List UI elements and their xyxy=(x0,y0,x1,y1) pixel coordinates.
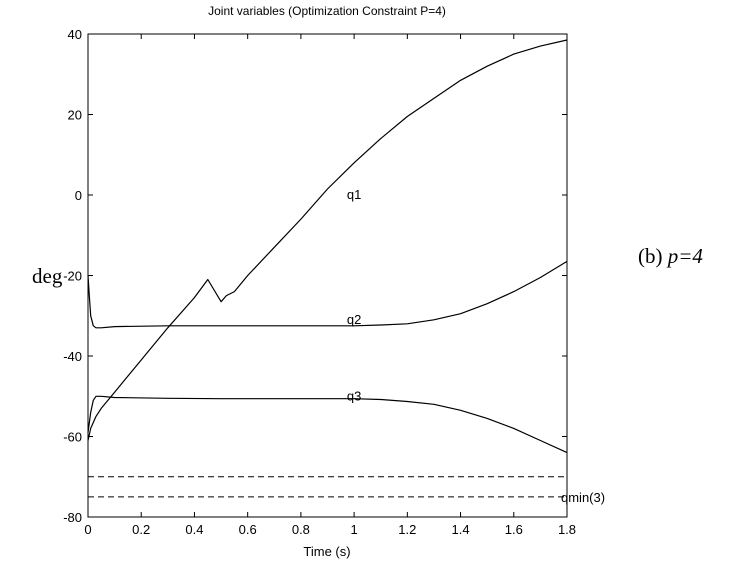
x-tick-label: 1 xyxy=(350,522,357,537)
y-tick-label: -20 xyxy=(63,269,82,284)
panel-label-italic: p=4 xyxy=(666,244,704,268)
x-tick-label: 1.8 xyxy=(558,522,576,537)
panel-label-prefix: (b) xyxy=(638,244,668,268)
y-tick-label: 0 xyxy=(75,188,82,203)
x-axis-label: Time (s) xyxy=(303,544,350,559)
series-q3-line xyxy=(87,395,568,454)
reference-lines: qmin(3) xyxy=(88,476,605,505)
y-tick-label: -60 xyxy=(63,430,82,445)
y-tick-label: 20 xyxy=(68,108,82,123)
curve-labels: q1 q2 q3 xyxy=(347,187,361,403)
reference-line-label: qmin(3) xyxy=(561,490,605,505)
x-tick-label: 1.4 xyxy=(452,522,470,537)
series-q2-line xyxy=(87,260,568,329)
x-tick-label: 0.8 xyxy=(292,522,310,537)
x-tick-label: 0.2 xyxy=(132,522,150,537)
x-tick-label: 0.6 xyxy=(239,522,257,537)
panel-label: (b) p=4 xyxy=(638,244,703,268)
series-q1-label: q1 xyxy=(347,187,361,202)
plot-area xyxy=(87,33,568,518)
y-tick-label: 40 xyxy=(68,27,82,42)
chart-title: Joint variables (Optimization Constraint… xyxy=(208,4,446,18)
y-tick-label: -80 xyxy=(63,510,82,525)
x-tick-label: 1.6 xyxy=(505,522,523,537)
series-q1-line xyxy=(87,39,568,441)
x-tick-label: 1.2 xyxy=(398,522,416,537)
x-axis: 0 0.2 0.4 0.6 0.8 1 1.2 1.4 1.6 1.8 xyxy=(84,34,576,537)
y-axis: 40 20 0 -20 -40 -60 -80 xyxy=(63,27,567,525)
series-q3-label: q3 xyxy=(347,388,361,403)
series-lines xyxy=(87,39,568,454)
x-tick-label: 0.4 xyxy=(185,522,203,537)
x-tick-label: 0 xyxy=(84,522,91,537)
y-tick-label: -40 xyxy=(63,349,82,364)
y-axis-label: deg xyxy=(32,264,63,288)
series-q2-label: q2 xyxy=(347,312,361,327)
